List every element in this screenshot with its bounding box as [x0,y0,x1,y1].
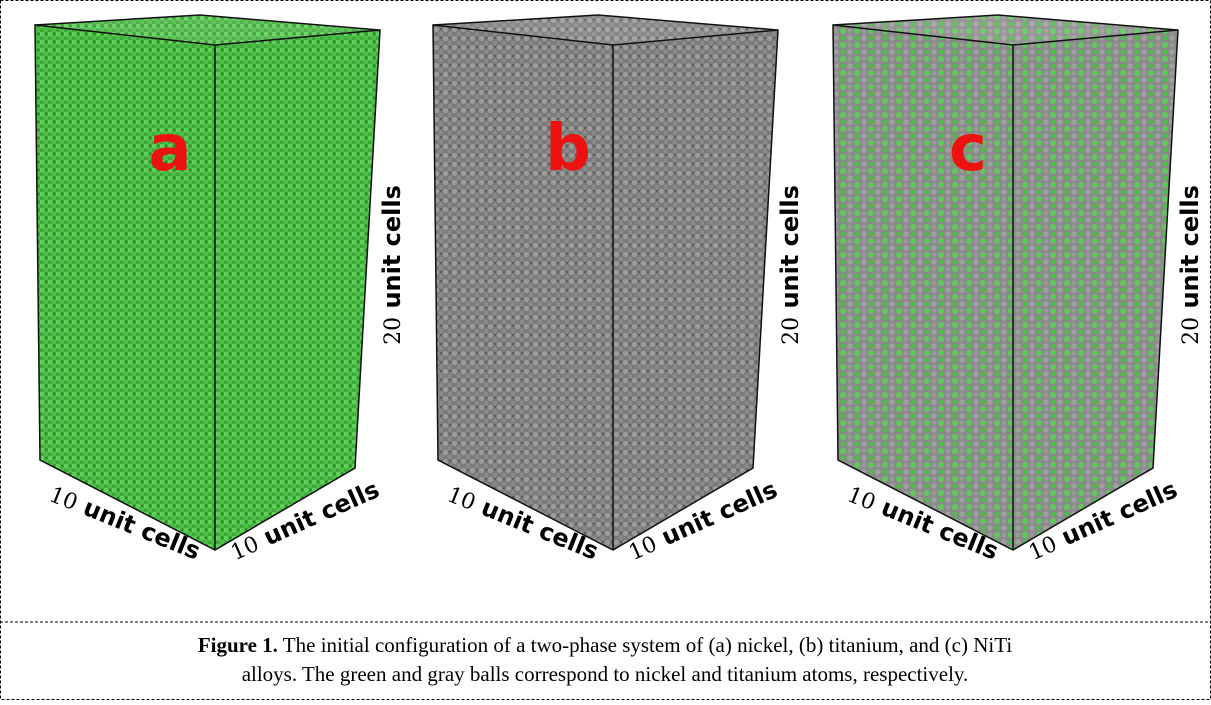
axis-number: 10 [46,482,81,516]
box-face [833,25,1013,550]
vertical-axis-label: 20 unit cells [378,185,406,345]
caption-line: Figure 1. The initial configuration of a… [198,633,1013,657]
axis-text: unit cells [776,185,804,308]
caption-text: The initial configuration of a two-phase… [283,633,1013,657]
box-face [1013,30,1178,550]
panel-label: c [949,112,987,186]
box-face [433,25,613,550]
axis-number: 20 [381,317,406,345]
box-edge [432,14,779,551]
box-edge [34,14,381,551]
box-face [613,30,778,550]
vertical-axis-label: 20 unit cells [776,185,804,345]
caption-line: alloys. The green and gray balls corresp… [242,662,969,686]
axis-text: unit cells [378,185,406,308]
box-face [35,25,215,550]
axis-text: unit cells [1176,185,1204,308]
panel-label: b [545,112,591,186]
box-edge [832,14,1179,551]
axis-number: 20 [1179,317,1204,345]
vertical-axis-label: 20 unit cells [1176,185,1204,345]
axis-number: 10 [444,482,479,516]
axis-number: 20 [779,317,804,345]
caption-label: Figure 1. [198,633,278,657]
panel-label: a [148,112,191,186]
box-face [215,30,380,550]
axis-number: 10 [844,482,879,516]
